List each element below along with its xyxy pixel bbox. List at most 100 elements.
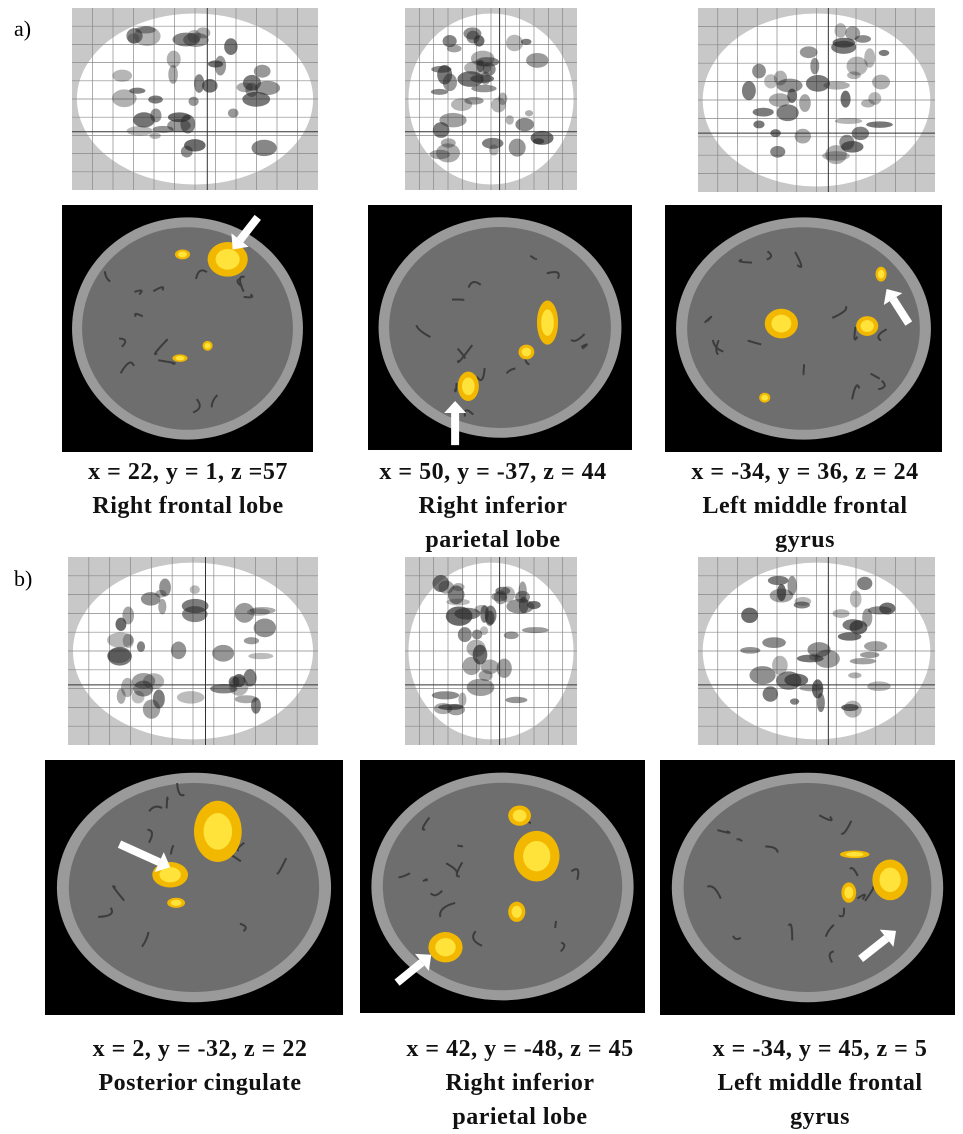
activation-core	[522, 348, 532, 357]
activation-blob	[243, 75, 261, 91]
activation-blob	[835, 23, 847, 38]
region-name: Left middle frontal	[660, 1066, 963, 1100]
activation-blob	[526, 53, 548, 68]
activation-blob	[531, 131, 554, 145]
activation-blob	[212, 645, 234, 662]
activation-blob	[509, 139, 526, 157]
activation-blob	[845, 26, 860, 40]
activation-blob	[254, 619, 276, 638]
activation-blob	[148, 95, 163, 103]
activation-blob	[463, 27, 481, 39]
activation-blob	[472, 630, 482, 640]
activation-blob	[505, 697, 527, 703]
activation-blob	[194, 74, 204, 93]
activation-core	[216, 249, 240, 270]
activation-blob	[769, 93, 791, 107]
activation-blob	[475, 605, 490, 614]
activation-blob	[740, 647, 760, 654]
activation-core	[205, 343, 211, 349]
activation-blob	[432, 691, 459, 699]
activation-core	[844, 886, 853, 898]
activation-blob	[247, 608, 270, 615]
activation-blob	[506, 115, 514, 124]
activation-blob	[810, 58, 819, 75]
activation-blob	[492, 592, 508, 602]
activation-blob	[770, 589, 793, 603]
activation-blob	[795, 129, 811, 144]
activation-blob	[167, 119, 191, 132]
activation-blob	[857, 577, 872, 590]
activation-blob	[800, 46, 818, 58]
activation-blob	[143, 700, 160, 719]
activation-blob	[506, 35, 523, 52]
region-name: Right frontal lobe	[28, 489, 348, 523]
activation-core	[541, 309, 554, 335]
figure-art	[0, 0, 963, 1134]
activation-blob	[473, 645, 488, 665]
activation-blob	[447, 45, 462, 53]
activation-blob	[451, 98, 472, 111]
glass-brain	[405, 557, 577, 745]
panel-label: a)	[14, 16, 31, 42]
brain-slice	[62, 205, 313, 452]
activation-blob	[838, 632, 862, 640]
activation-blob	[799, 685, 823, 692]
brain	[389, 227, 611, 428]
activation-core	[846, 852, 864, 857]
activation-blob	[112, 70, 132, 82]
activation-blob	[850, 658, 876, 664]
activation-blob	[433, 122, 450, 138]
activation-blob	[188, 97, 198, 106]
panel-label: b)	[14, 566, 32, 592]
activation-blob	[742, 81, 756, 100]
activation-blob	[172, 33, 199, 47]
activation-core	[513, 810, 527, 822]
activation-blob	[847, 71, 861, 79]
activation-blob	[159, 579, 171, 597]
activation-blob	[431, 66, 451, 73]
activation-blob	[515, 118, 534, 131]
region-name: gyrus	[660, 1100, 963, 1134]
activation-blob	[831, 41, 856, 54]
activation-blob	[504, 631, 519, 639]
sulcus	[457, 845, 463, 846]
activation-core	[761, 395, 768, 401]
activation-blob	[866, 121, 893, 127]
activation-blob	[115, 618, 126, 631]
activation-blob	[171, 642, 186, 660]
activation-blob	[521, 39, 532, 45]
activation-blob	[235, 695, 258, 703]
activation-blob	[190, 585, 200, 594]
brain	[383, 783, 622, 990]
region-name: Left middle frontal	[645, 489, 963, 523]
activation-blob	[491, 98, 506, 113]
brain-slice	[660, 760, 955, 1015]
activation-core	[435, 938, 456, 956]
activation-blob	[121, 678, 134, 697]
brain-slice	[665, 205, 942, 452]
region-name: Right inferior	[333, 489, 653, 523]
activation-blob	[772, 656, 788, 675]
activation-blob	[254, 65, 271, 78]
activation-blob	[850, 591, 862, 608]
activation-blob	[763, 686, 778, 701]
activation-blob	[862, 608, 872, 626]
activation-core	[878, 270, 885, 279]
activation-blob	[481, 72, 491, 85]
coordinates: x = -34, y = 45, z = 5	[660, 1032, 963, 1066]
coordinates: x = 2, y = -32, z = 22	[40, 1032, 360, 1066]
activation-blob	[506, 599, 534, 614]
region-name: parietal lobe	[333, 523, 653, 557]
sulcus	[167, 798, 168, 809]
activation-blob	[228, 108, 239, 117]
region-name: Right inferior	[360, 1066, 680, 1100]
activation-blob	[753, 121, 764, 129]
activation-blob	[762, 637, 786, 648]
activation-blob	[177, 691, 205, 703]
activation-blob	[129, 88, 145, 94]
activation-blob	[795, 597, 812, 606]
activation-blob	[133, 112, 155, 127]
region-name: parietal lobe	[360, 1100, 680, 1134]
brain-slice	[360, 760, 645, 1013]
activation-blob	[848, 672, 861, 678]
